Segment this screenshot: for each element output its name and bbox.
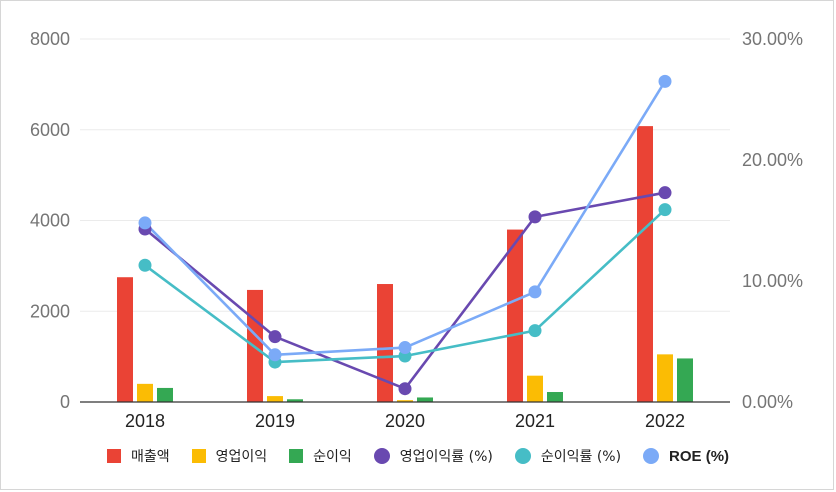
line-point-3-2021: [528, 285, 542, 299]
x-axis-tick-label: 2021: [515, 411, 555, 431]
bar-1-2022: [637, 126, 653, 403]
combo-chart: 0 2000 4000 6000 8000 0.00% 10.00% 20.00% 30.00%…: [30, 29, 803, 431]
bar-3-2020: [417, 397, 433, 402]
legend-label-net-margin: 순이익률 (%): [540, 449, 622, 465]
bar-3-2018: [157, 387, 173, 402]
right-axis-tick-label: 10.00%: [742, 271, 803, 291]
legend-swatch-roe: [643, 448, 660, 464]
legend-item-operating-margin[interactable]: 영업이익률 (%): [373, 446, 493, 466]
legend-swatch-net-margin: [514, 448, 531, 464]
line-point-1-2021: [528, 210, 542, 224]
line-point-2-2018: [138, 258, 152, 272]
left-axis-tick-label: 6000: [30, 120, 70, 140]
legend-swatch-sales: [106, 449, 121, 463]
right-axis-tick-label: 20.00%: [742, 150, 803, 170]
right-axis-tick-label: 0.00%: [742, 392, 793, 412]
bar-3-2021: [547, 392, 563, 402]
x-axis-tick-label: 2018: [125, 411, 165, 431]
legend-swatch-operating-margin: [373, 448, 390, 464]
x-axis-tick-label: 2020: [385, 411, 425, 431]
right-axis-tick-label: 30.00%: [742, 29, 803, 49]
line-point-1-2022: [658, 186, 672, 200]
gridlines: [80, 38, 730, 312]
line-point-3-2018: [138, 216, 152, 230]
line-series-group: [138, 74, 672, 396]
legend-item-net-profit[interactable]: 순이익: [289, 446, 352, 466]
axes-group: 0 2000 4000 6000 8000 0.00% 10.00% 20.00% 30.00%…: [30, 29, 803, 431]
left-axis-tick-label: 0: [60, 392, 70, 412]
line-point-2-2022: [658, 203, 672, 217]
legend-item-sales[interactable]: 매출액: [106, 446, 170, 466]
legend-swatch-operating-profit: [191, 449, 206, 463]
bar-1-2021: [507, 229, 523, 402]
line-point-1-2020: [398, 382, 412, 396]
line-series-2: [144, 208, 666, 364]
bar-2-2022: [657, 354, 673, 402]
legend-label-operating-profit: 영업이익: [215, 449, 268, 465]
line-point-3-2019: [268, 348, 282, 362]
legend: 매출액 영업이익 순이익 영업이익률 (%) 순이익률 (%) ROE (%): [0, 436, 836, 476]
line-point-1-2019: [268, 330, 282, 344]
x-axis-tick-label: 2022: [645, 411, 685, 431]
legend-label-operating-margin: 영업이익률 (%): [399, 449, 493, 465]
legend-swatch-net-profit: [289, 449, 304, 463]
x-axis-tick-label: 2019: [255, 411, 295, 431]
line-point-3-2022: [658, 74, 672, 88]
bar-2-2019: [267, 396, 283, 402]
bar-3-2019: [287, 399, 303, 402]
legend-item-roe[interactable]: ROE (%): [643, 448, 729, 465]
legend-item-net-margin[interactable]: 순이익률 (%): [514, 446, 622, 466]
bar-1-2018: [117, 277, 133, 402]
line-point-3-2020: [398, 341, 412, 355]
legend-item-operating-profit[interactable]: 영업이익: [191, 446, 268, 466]
bar-1-2020: [377, 284, 393, 402]
left-axis-tick-label: 4000: [30, 211, 70, 231]
legend-label-sales: 매출액: [130, 449, 170, 465]
left-axis-tick-label: 2000: [30, 301, 70, 321]
bar-2-2018: [137, 383, 153, 402]
bar-2-2020: [397, 400, 413, 402]
legend-label-net-profit: 순이익: [313, 449, 352, 465]
bar-2-2021: [527, 375, 543, 402]
bar-3-2022: [677, 358, 693, 402]
line-series-3: [144, 80, 667, 357]
line-point-2-2021: [528, 324, 542, 338]
left-axis-tick-label: 8000: [30, 29, 70, 49]
legend-label-roe: ROE (%): [669, 447, 730, 465]
